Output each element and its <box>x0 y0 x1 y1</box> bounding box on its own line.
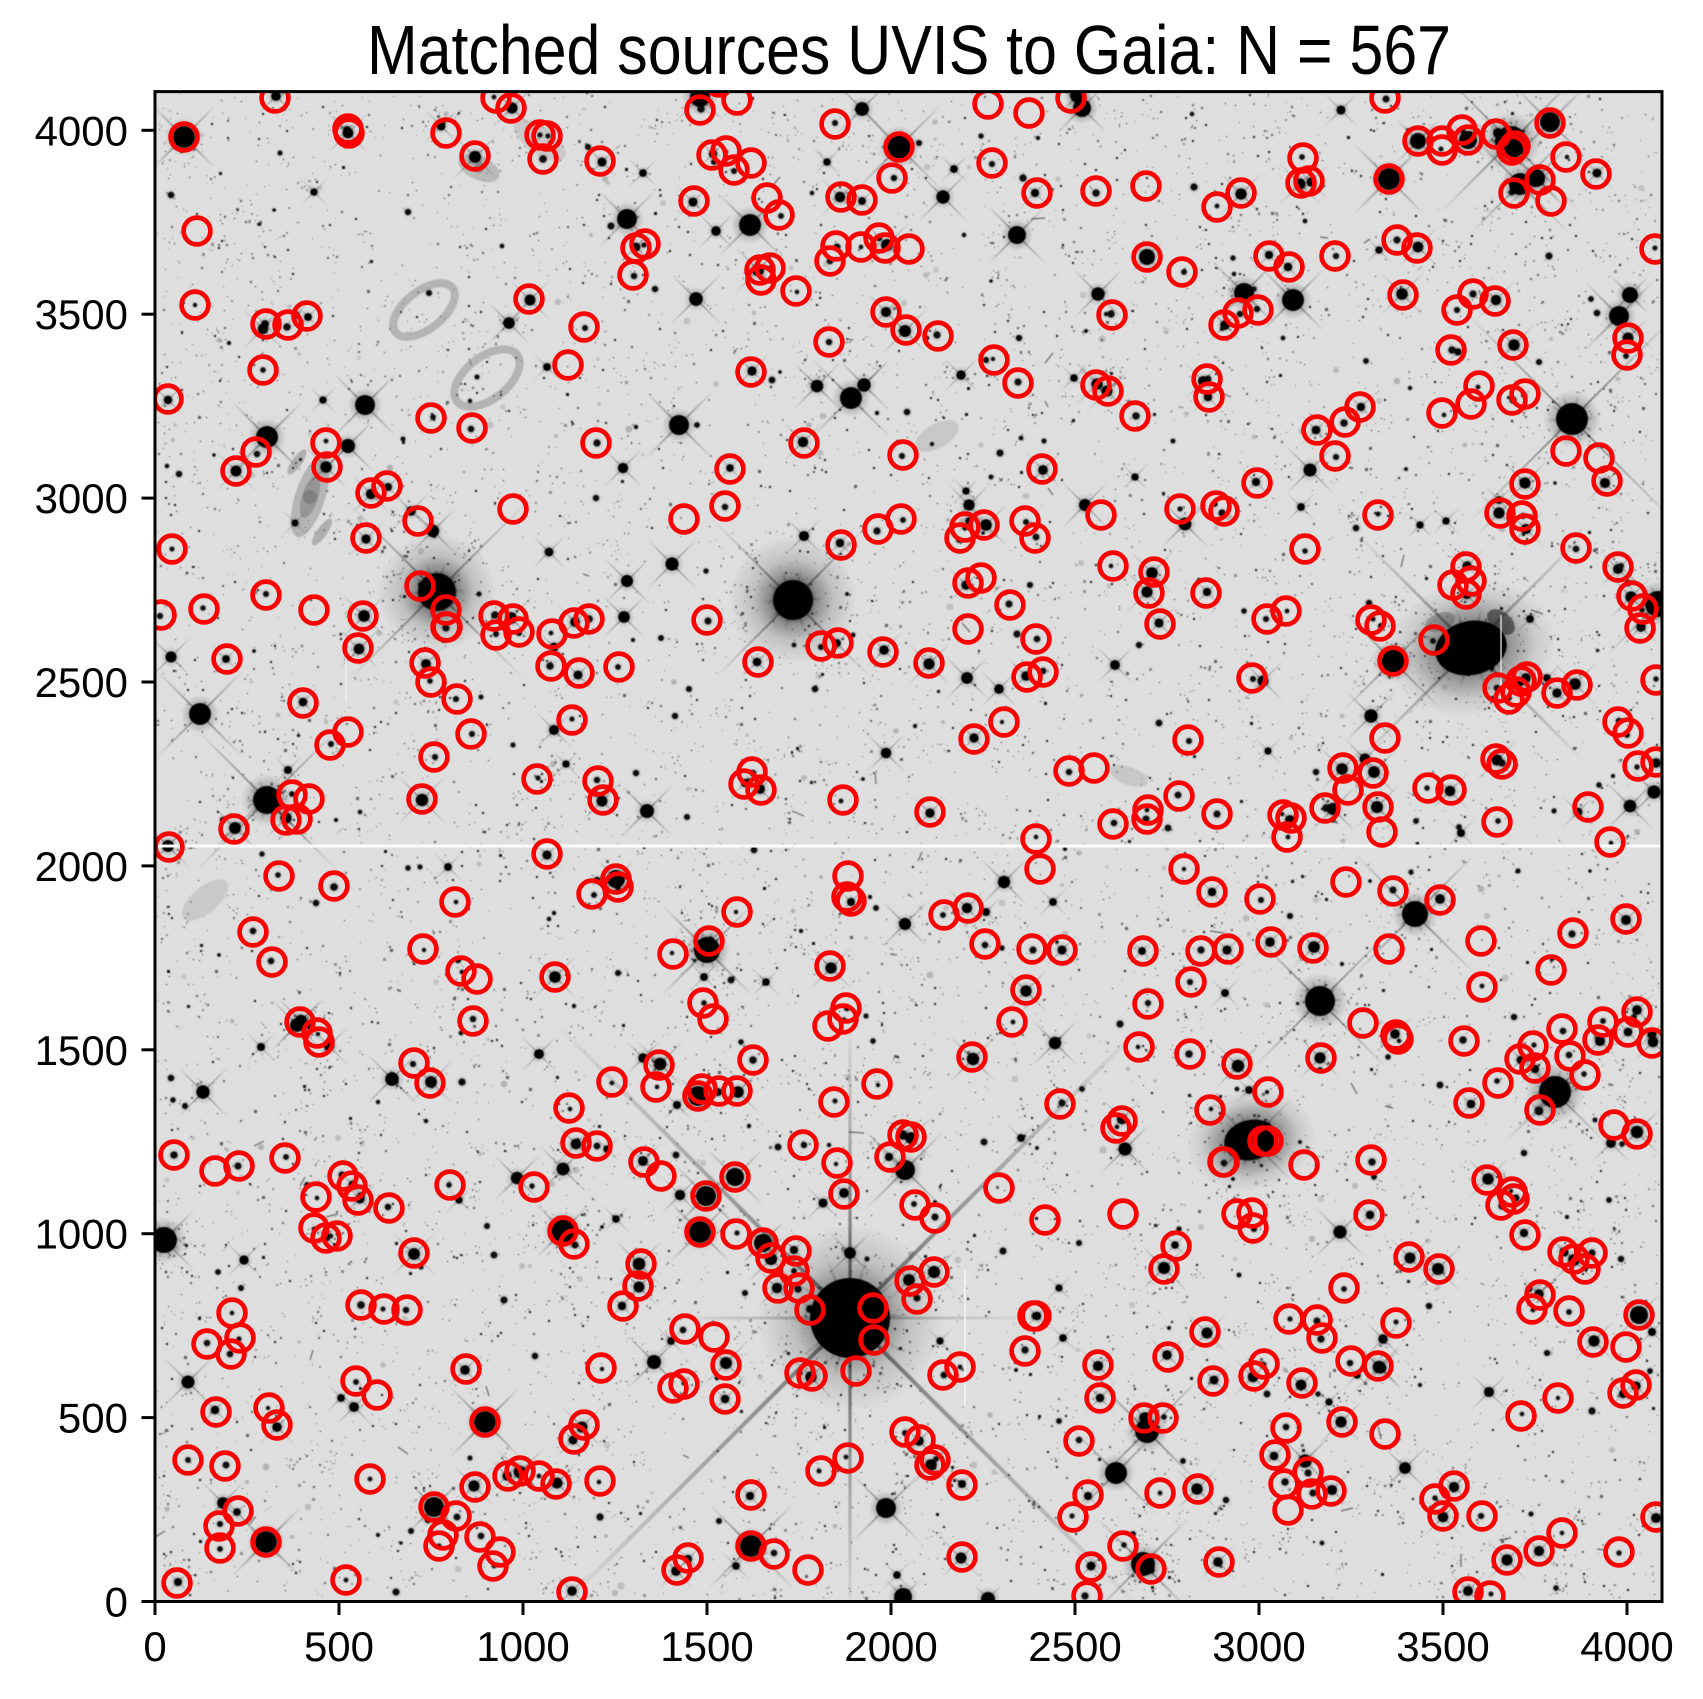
svg-text:500: 500 <box>58 1395 128 1442</box>
svg-text:2500: 2500 <box>35 659 128 706</box>
svg-text:1500: 1500 <box>35 1027 128 1074</box>
svg-text:Matched sources UVIS to Gaia:: Matched sources UVIS to Gaia: N = 567 <box>367 11 1451 89</box>
svg-text:0: 0 <box>105 1579 128 1626</box>
svg-text:4000: 4000 <box>35 107 128 154</box>
svg-text:1000: 1000 <box>35 1211 128 1258</box>
svg-text:0: 0 <box>143 1623 166 1670</box>
svg-text:2000: 2000 <box>35 843 128 890</box>
svg-text:3000: 3000 <box>1212 1623 1305 1670</box>
svg-text:3500: 3500 <box>1396 1623 1489 1670</box>
svg-text:1000: 1000 <box>476 1623 569 1670</box>
svg-text:500: 500 <box>304 1623 374 1670</box>
svg-text:2000: 2000 <box>844 1623 937 1670</box>
svg-text:4000: 4000 <box>1580 1623 1673 1670</box>
svg-text:3000: 3000 <box>35 475 128 522</box>
svg-text:3500: 3500 <box>35 291 128 338</box>
svg-text:2500: 2500 <box>1028 1623 1121 1670</box>
svg-text:1500: 1500 <box>660 1623 753 1670</box>
